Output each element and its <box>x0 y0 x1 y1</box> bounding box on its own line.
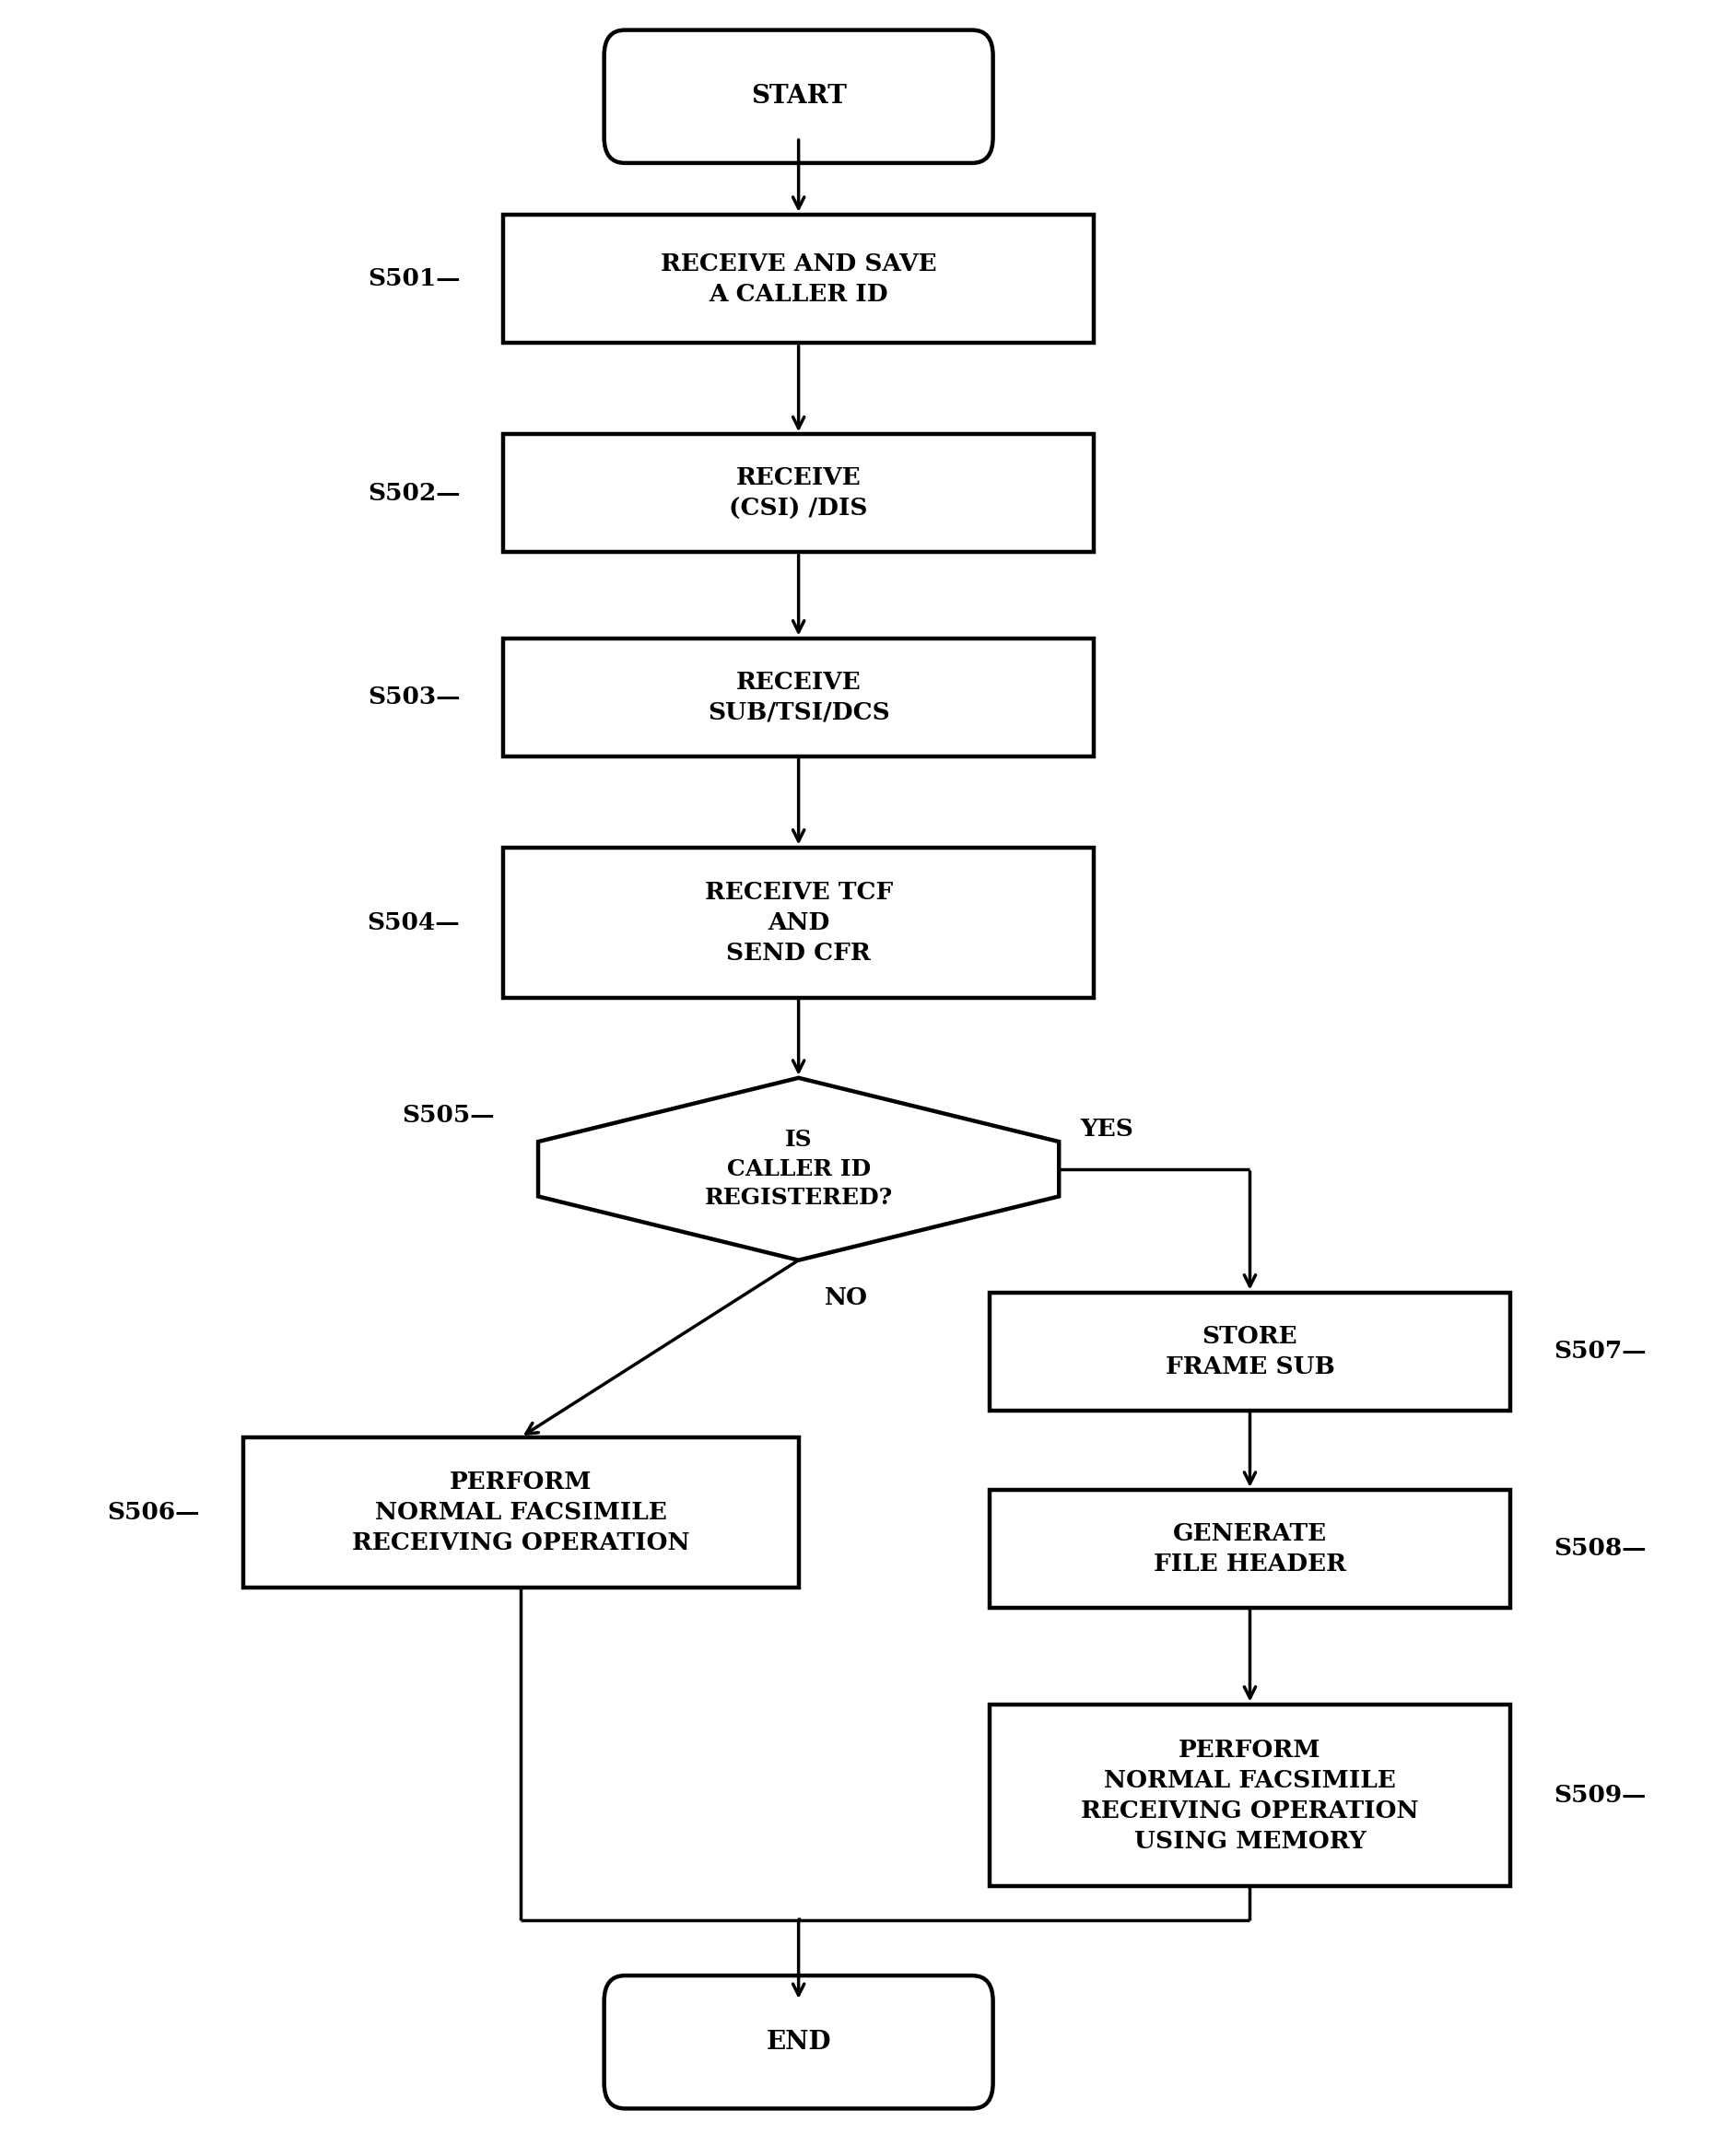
Text: S507—: S507— <box>1554 1341 1646 1362</box>
Text: S508—: S508— <box>1554 1538 1646 1559</box>
Text: S501—: S501— <box>368 268 460 290</box>
Text: RECEIVE TCF
AND
SEND CFR: RECEIVE TCF AND SEND CFR <box>705 879 892 965</box>
FancyBboxPatch shape <box>604 1976 993 2109</box>
Text: S506—: S506— <box>108 1501 200 1523</box>
Text: END: END <box>766 2029 832 2055</box>
Text: PERFORM
NORMAL FACSIMILE
RECEIVING OPERATION
USING MEMORY: PERFORM NORMAL FACSIMILE RECEIVING OPERA… <box>1082 1737 1418 1853</box>
Text: S502—: S502— <box>368 483 460 504</box>
Text: S509—: S509— <box>1554 1785 1646 1806</box>
Bar <box>503 637 1094 755</box>
Text: PERFORM
NORMAL FACSIMILE
RECEIVING OPERATION: PERFORM NORMAL FACSIMILE RECEIVING OPERA… <box>352 1469 689 1555</box>
Text: RECEIVE
(CSI) /DIS: RECEIVE (CSI) /DIS <box>729 468 868 519</box>
Text: RECEIVE
SUB/TSI/DCS: RECEIVE SUB/TSI/DCS <box>708 671 889 723</box>
Bar <box>990 1489 1510 1609</box>
Bar <box>990 1291 1510 1411</box>
Text: START: START <box>750 84 847 109</box>
Text: IS
CALLER ID
REGISTERED?: IS CALLER ID REGISTERED? <box>705 1128 892 1210</box>
Bar <box>990 1703 1510 1888</box>
Bar <box>503 433 1094 551</box>
Text: RECEIVE AND SAVE
A CALLER ID: RECEIVE AND SAVE A CALLER ID <box>660 253 937 305</box>
FancyBboxPatch shape <box>604 30 993 163</box>
Text: S503—: S503— <box>368 686 460 708</box>
Text: GENERATE
FILE HEADER: GENERATE FILE HEADER <box>1154 1523 1345 1574</box>
Text: S505—: S505— <box>403 1105 495 1126</box>
Bar <box>503 847 1094 997</box>
Polygon shape <box>538 1077 1059 1259</box>
Text: YES: YES <box>1080 1118 1134 1141</box>
Text: S504—: S504— <box>368 912 460 933</box>
Text: NO: NO <box>825 1285 868 1308</box>
Bar <box>243 1437 799 1587</box>
Text: STORE
FRAME SUB: STORE FRAME SUB <box>1165 1326 1335 1377</box>
Bar <box>503 214 1094 343</box>
